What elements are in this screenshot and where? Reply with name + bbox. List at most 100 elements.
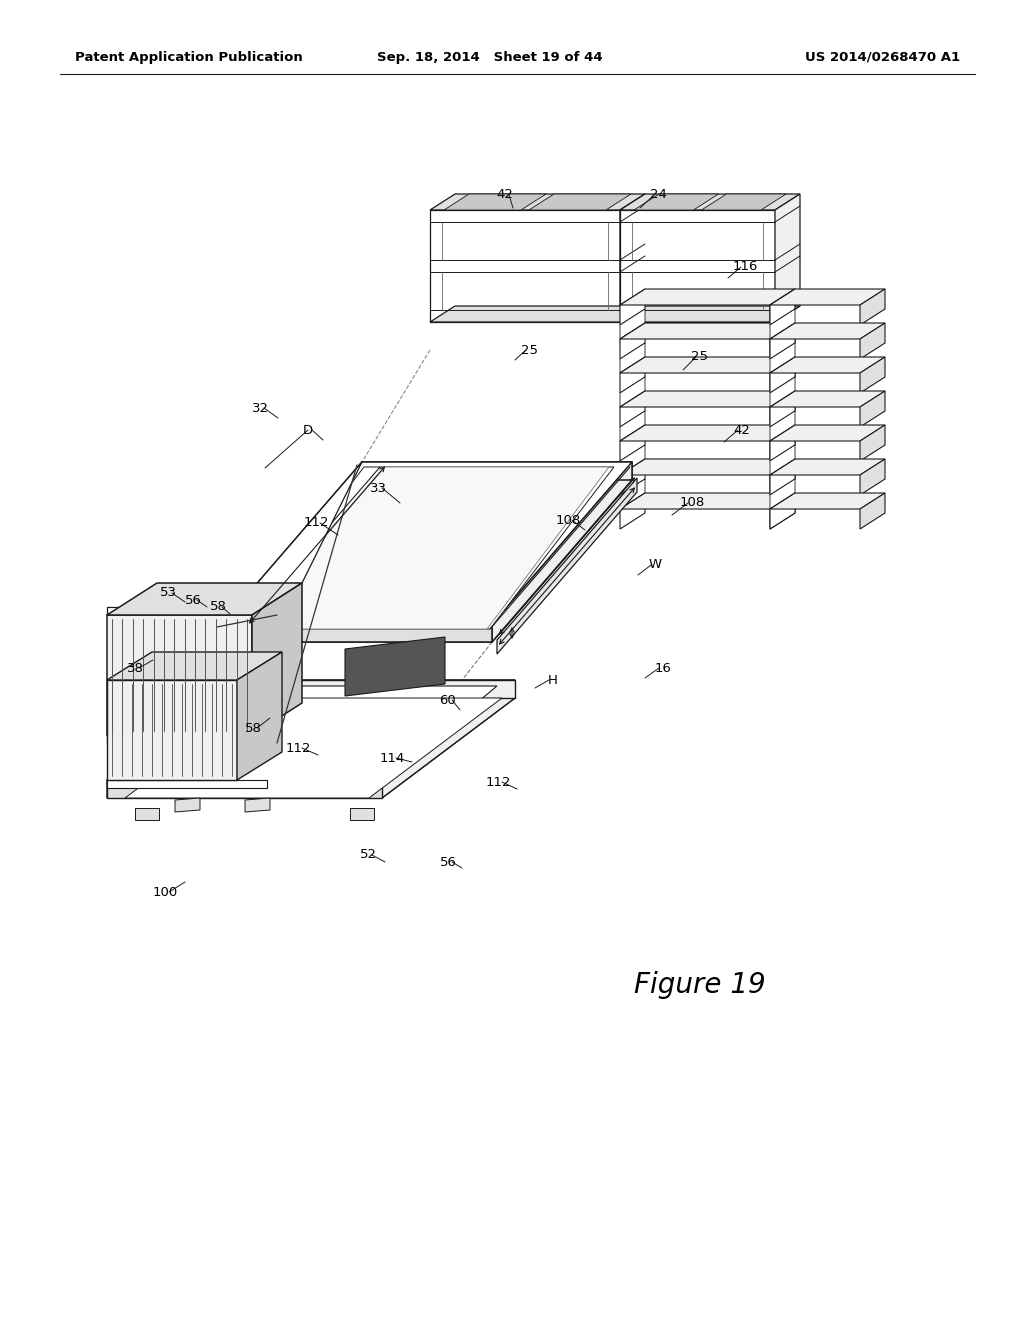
Polygon shape — [620, 194, 800, 210]
Polygon shape — [106, 583, 302, 615]
Polygon shape — [106, 680, 240, 799]
Polygon shape — [770, 459, 795, 495]
Polygon shape — [529, 194, 631, 210]
Text: 56: 56 — [439, 855, 457, 869]
Text: 32: 32 — [252, 401, 268, 414]
Polygon shape — [770, 425, 885, 441]
Polygon shape — [620, 194, 645, 322]
Polygon shape — [775, 194, 800, 322]
Polygon shape — [106, 780, 382, 799]
Polygon shape — [240, 680, 515, 698]
Polygon shape — [701, 194, 786, 210]
Polygon shape — [252, 583, 302, 735]
Polygon shape — [770, 356, 795, 393]
Polygon shape — [620, 425, 645, 461]
Polygon shape — [770, 425, 795, 461]
Polygon shape — [634, 194, 719, 210]
Text: 100: 100 — [153, 886, 177, 899]
Text: 24: 24 — [649, 189, 667, 202]
Polygon shape — [770, 391, 885, 407]
Polygon shape — [240, 467, 614, 630]
Polygon shape — [770, 323, 795, 359]
Text: 58: 58 — [245, 722, 261, 734]
Polygon shape — [620, 391, 645, 426]
Polygon shape — [860, 391, 885, 426]
Polygon shape — [430, 306, 645, 322]
Text: D: D — [303, 424, 313, 437]
Polygon shape — [620, 411, 645, 441]
Text: Patent Application Publication: Patent Application Publication — [75, 50, 303, 63]
Polygon shape — [106, 698, 515, 799]
Polygon shape — [492, 462, 632, 642]
Polygon shape — [620, 309, 645, 339]
Polygon shape — [345, 638, 445, 696]
Text: 16: 16 — [654, 661, 672, 675]
Polygon shape — [620, 323, 795, 339]
Polygon shape — [770, 289, 795, 325]
Text: Figure 19: Figure 19 — [634, 972, 766, 999]
Polygon shape — [444, 194, 546, 210]
Text: 38: 38 — [127, 661, 143, 675]
Polygon shape — [770, 356, 885, 374]
Polygon shape — [217, 624, 222, 642]
Text: 25: 25 — [691, 351, 709, 363]
Polygon shape — [106, 652, 282, 680]
Polygon shape — [770, 391, 795, 426]
Polygon shape — [222, 462, 362, 642]
Polygon shape — [620, 323, 645, 359]
Text: 42: 42 — [497, 189, 513, 202]
Polygon shape — [135, 808, 159, 820]
Polygon shape — [106, 780, 267, 788]
Text: W: W — [648, 558, 662, 572]
Polygon shape — [350, 808, 374, 820]
Text: 112: 112 — [303, 516, 329, 529]
Polygon shape — [620, 306, 800, 322]
Polygon shape — [106, 607, 278, 615]
Polygon shape — [237, 652, 282, 780]
Text: 53: 53 — [160, 586, 176, 599]
Polygon shape — [770, 492, 795, 529]
Polygon shape — [106, 615, 252, 735]
Polygon shape — [106, 680, 237, 780]
Polygon shape — [106, 672, 267, 680]
Polygon shape — [620, 378, 645, 407]
Polygon shape — [106, 735, 278, 743]
Polygon shape — [125, 698, 502, 799]
Text: 58: 58 — [210, 601, 226, 614]
Text: 56: 56 — [184, 594, 202, 606]
Polygon shape — [770, 378, 795, 407]
Text: 108: 108 — [679, 496, 705, 510]
Polygon shape — [770, 459, 795, 495]
Text: Sep. 18, 2014   Sheet 19 of 44: Sep. 18, 2014 Sheet 19 of 44 — [377, 50, 603, 63]
Polygon shape — [770, 459, 885, 475]
Polygon shape — [770, 391, 795, 426]
Text: 52: 52 — [359, 849, 377, 862]
Polygon shape — [770, 289, 885, 305]
Polygon shape — [860, 356, 885, 393]
Polygon shape — [620, 356, 795, 374]
Polygon shape — [620, 492, 795, 510]
Polygon shape — [222, 462, 362, 624]
Polygon shape — [245, 799, 270, 812]
Polygon shape — [770, 425, 795, 461]
Polygon shape — [125, 686, 497, 785]
Polygon shape — [237, 652, 282, 780]
Polygon shape — [620, 289, 795, 305]
Polygon shape — [620, 445, 645, 475]
Polygon shape — [770, 343, 795, 374]
Text: 108: 108 — [555, 513, 581, 527]
Polygon shape — [770, 492, 885, 510]
Polygon shape — [620, 459, 645, 495]
Text: 60: 60 — [439, 693, 457, 706]
Polygon shape — [770, 445, 795, 475]
Polygon shape — [222, 624, 492, 642]
Polygon shape — [770, 356, 795, 393]
Polygon shape — [620, 425, 795, 441]
Text: 112: 112 — [485, 776, 511, 788]
Polygon shape — [245, 467, 609, 630]
Polygon shape — [222, 462, 632, 624]
Polygon shape — [497, 478, 637, 653]
Polygon shape — [620, 356, 645, 393]
Text: 25: 25 — [521, 343, 539, 356]
Polygon shape — [860, 289, 885, 325]
